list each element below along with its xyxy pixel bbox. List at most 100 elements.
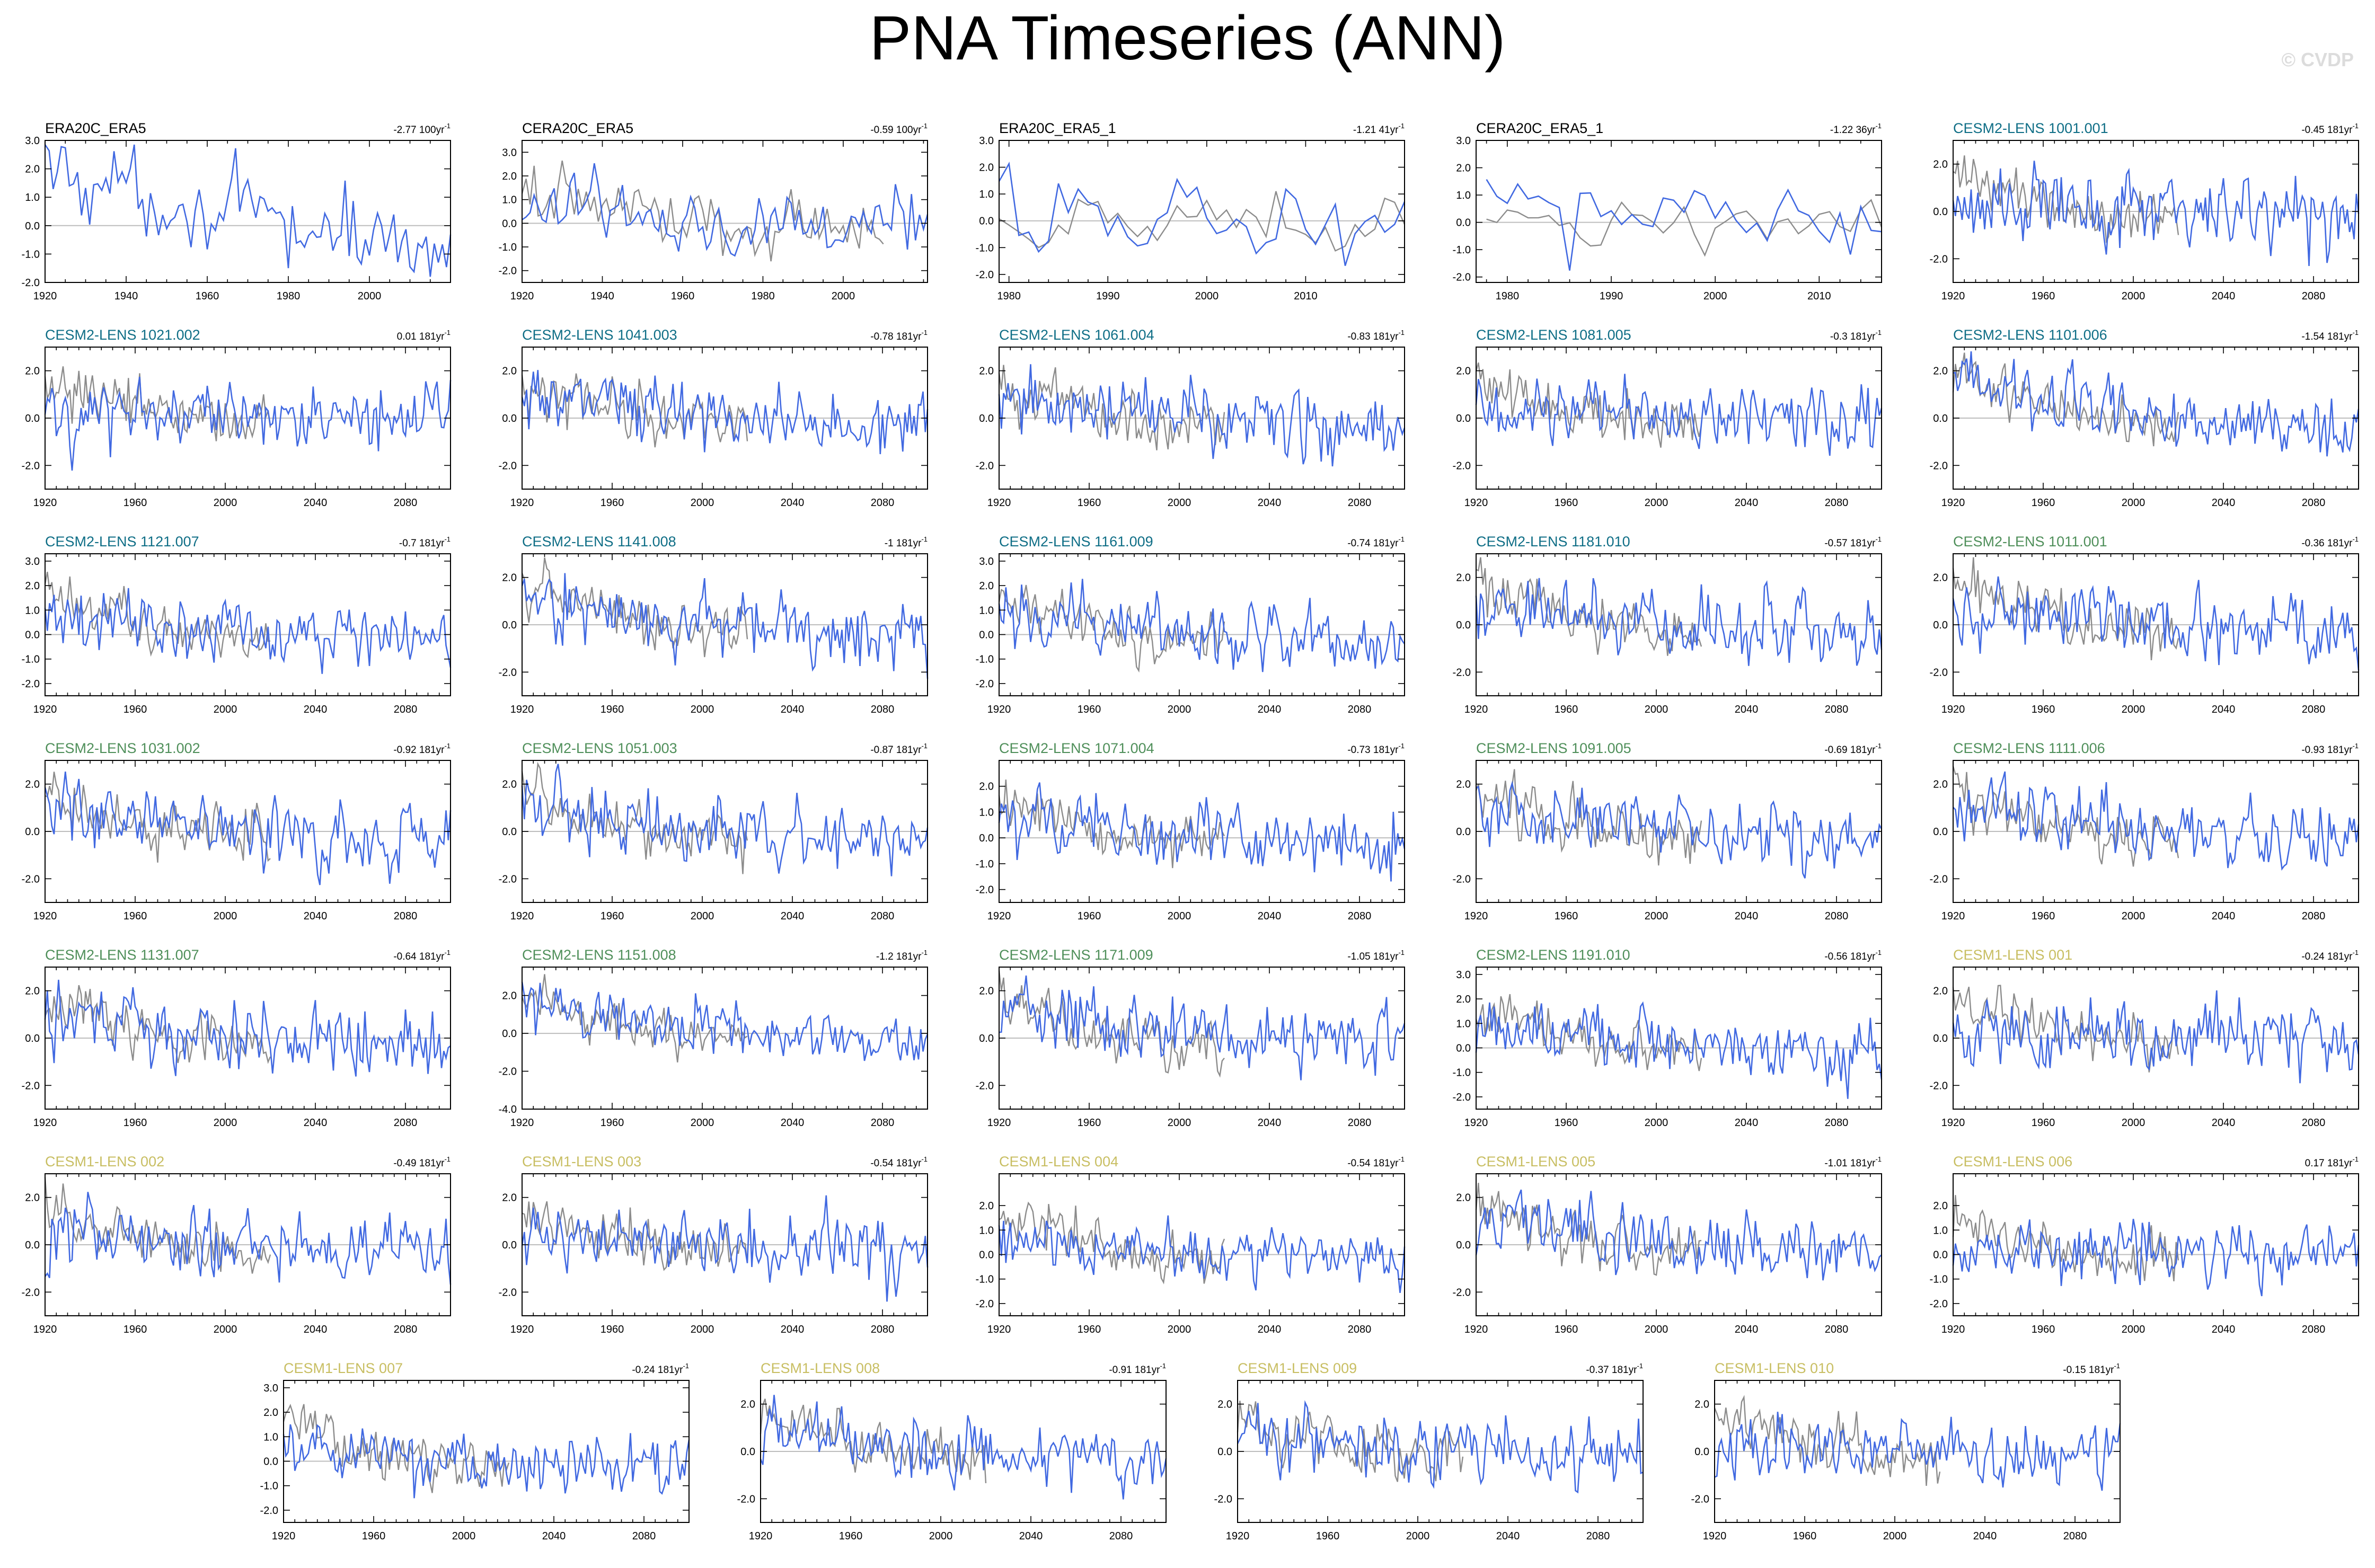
y-tick-label: -1.0 xyxy=(976,654,994,666)
chart-panel: CESM1-LENS 001 -0.24 181yr-1 1920 1960 2000 2… xyxy=(1930,947,2360,1129)
y-tick-label: -2.0 xyxy=(737,1493,755,1505)
panel-trend-label: -1.22 36yr-1 xyxy=(1830,122,1882,136)
x-tick-label: 2000 xyxy=(691,704,714,715)
trend-exponent: -1 xyxy=(921,1155,928,1163)
y-tick-label: -2.0 xyxy=(22,678,40,690)
model-series-line xyxy=(44,771,452,885)
x-tick-label: 2080 xyxy=(871,910,895,922)
obs-series-line xyxy=(1237,1401,1464,1482)
y-tick-label: 3.0 xyxy=(25,135,40,147)
model-series-line xyxy=(1952,161,2360,267)
chart-panel: CESM2-LENS 1131.007 -0.64 181yr-1 1920 1960… xyxy=(22,947,451,1129)
panel-title: CESM1-LENS 003 xyxy=(522,1154,641,1170)
panel-title: ERA20C_ERA5_1 xyxy=(999,120,1116,136)
x-tick-label: 2040 xyxy=(304,1324,328,1335)
y-tick-label: 0.0 xyxy=(1456,619,1471,631)
x-tick-label: 1960 xyxy=(671,290,695,302)
chart-panel: CESM2-LENS 1111.006 -0.93 181yr-1 1920 1960… xyxy=(1930,740,2360,922)
x-tick-label: 1960 xyxy=(123,1324,147,1335)
y-tick-label: -2.0 xyxy=(499,265,517,277)
model-series-line xyxy=(998,579,1406,672)
chart-panel: CESM2-LENS 1011.001 -0.36 181yr-1 1920 1960… xyxy=(1930,534,2360,715)
x-tick-label: 1960 xyxy=(2032,704,2055,715)
model-series-line xyxy=(1237,1400,1644,1494)
y-tick-label: 0.0 xyxy=(1933,826,1948,838)
y-tick-label: -2.0 xyxy=(22,460,40,472)
model-series-line xyxy=(998,364,1406,467)
y-tick-label: 0.0 xyxy=(1933,1033,1948,1044)
trend-exponent: -1 xyxy=(444,1155,451,1163)
panel-title: CESM2-LENS 1091.005 xyxy=(1476,740,1631,756)
x-tick-label: 2040 xyxy=(1973,1530,1997,1542)
y-tick-label: 1.0 xyxy=(25,192,40,203)
panel-trend-label: -0.92 181yr-1 xyxy=(393,742,451,756)
y-tick-label: 3.0 xyxy=(25,556,40,568)
y-tick-label: -2.0 xyxy=(1453,873,1471,885)
y-tick-label: -2.0 xyxy=(1930,460,1948,472)
y-tick-label: 2.0 xyxy=(502,171,517,182)
obs-series-line xyxy=(1952,352,2179,447)
y-tick-label: 1.0 xyxy=(1456,1018,1471,1030)
obs-series-line xyxy=(521,373,748,448)
x-tick-label: 2000 xyxy=(1703,290,1727,302)
model-series-line xyxy=(44,588,452,674)
y-tick-label: 0.0 xyxy=(25,220,40,232)
x-tick-label: 2000 xyxy=(1645,497,1668,509)
y-tick-label: 0.0 xyxy=(263,1456,278,1467)
x-tick-label: 2080 xyxy=(871,1117,895,1129)
trend-exponent: -1 xyxy=(683,1362,689,1370)
y-tick-label: -2.0 xyxy=(1930,1080,1948,1092)
x-tick-label: 2080 xyxy=(2302,704,2326,715)
chart-panel: CERA20C_ERA5 -0.59 100yr-1 1920 1940 1960 198… xyxy=(499,120,929,302)
chart-panel: CESM2-LENS 1021.002 0.01 181yr-1 1920 1960 2… xyxy=(22,327,452,509)
x-tick-label: 2080 xyxy=(1348,1324,1372,1335)
x-tick-label: 2000 xyxy=(2122,290,2146,302)
y-tick-label: -2.0 xyxy=(1930,253,1948,265)
x-tick-label: 2080 xyxy=(394,1117,418,1129)
x-tick-label: 1960 xyxy=(1555,1324,1578,1335)
panel-title: CESM1-LENS 004 xyxy=(999,1154,1118,1170)
y-tick-label: 2.0 xyxy=(1456,994,1471,1005)
y-tick-label: 0.0 xyxy=(979,216,994,227)
trend-exponent: -1 xyxy=(921,535,928,543)
y-tick-label: 2.0 xyxy=(502,1192,517,1204)
x-tick-label: 2010 xyxy=(1294,290,1318,302)
obs-series-line xyxy=(521,160,884,262)
y-tick-label: -2.0 xyxy=(1930,1298,1948,1310)
panel-trend-label: -1 181yr-1 xyxy=(885,535,928,549)
panel-title: CERA20C_ERA5 xyxy=(522,120,633,136)
y-tick-label: 0.0 xyxy=(25,1239,40,1251)
obs-series-line xyxy=(760,1398,987,1483)
x-tick-label: 2040 xyxy=(1258,1324,1282,1335)
y-tick-label: 2.0 xyxy=(979,162,994,174)
y-tick-label: -2.0 xyxy=(1453,1287,1471,1298)
x-tick-label: 2000 xyxy=(691,497,714,509)
y-tick-label: -1.0 xyxy=(22,249,40,260)
obs-series-line xyxy=(998,970,1225,1078)
panel-title: CESM1-LENS 008 xyxy=(761,1360,880,1376)
x-tick-label: 1920 xyxy=(1941,1117,1965,1129)
x-tick-label: 2080 xyxy=(1825,497,1849,509)
y-tick-label: 0.0 xyxy=(1933,206,1948,218)
x-tick-label: 2040 xyxy=(304,497,328,509)
panel-title: CESM2-LENS 1001.001 xyxy=(1953,120,2108,136)
plot-frame xyxy=(999,1173,1405,1316)
y-tick-label: -2.0 xyxy=(976,1298,994,1310)
y-tick-label: 0.0 xyxy=(502,413,517,424)
y-tick-label: 2.0 xyxy=(25,986,40,997)
obs-series-line xyxy=(45,772,271,863)
x-tick-label: 1960 xyxy=(2032,497,2055,509)
y-tick-label: -4.0 xyxy=(499,1104,517,1115)
y-tick-label: 1.0 xyxy=(979,189,994,200)
y-tick-label: 2.0 xyxy=(25,1192,40,1204)
x-tick-label: 2080 xyxy=(2302,497,2326,509)
panel-title: CESM1-LENS 006 xyxy=(1953,1154,2072,1170)
model-series-line xyxy=(1953,351,2360,457)
y-tick-label: -1.0 xyxy=(976,858,994,870)
x-tick-label: 1920 xyxy=(987,704,1011,715)
obs-series-line xyxy=(44,571,271,659)
y-tick-label: -2.0 xyxy=(499,1287,517,1298)
x-tick-label: 1940 xyxy=(590,290,614,302)
trend-exponent: -1 xyxy=(444,949,451,956)
